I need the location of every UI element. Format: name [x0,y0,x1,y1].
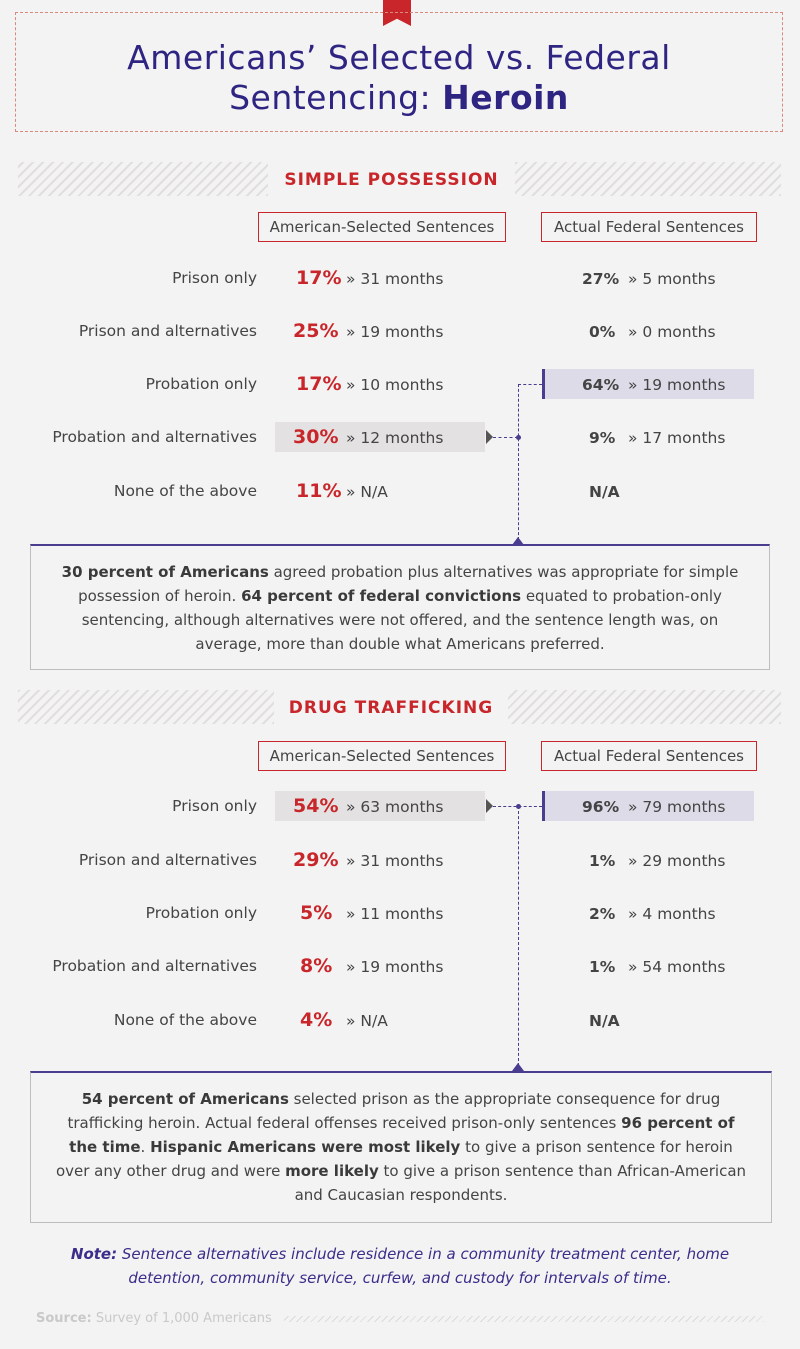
title-drug: Heroin [442,78,569,117]
row-label: Prison only [172,269,257,287]
american-months: » 31 months [346,270,444,288]
federal-percent: 0% [589,323,616,341]
highlight-american-prison-only [275,791,485,821]
row-label: Probation only [145,375,257,393]
federal-months: » 29 months [628,852,726,870]
federal-percent: N/A [589,483,620,501]
callout-bold: 64 percent of federal convictions [241,587,522,605]
callout-text: agreed probation plus alternatives was a… [78,563,739,605]
american-percent: 25% [293,320,339,342]
row-label: Prison and alternatives [78,851,257,869]
header-american-selected: American-Selected Sentences [258,741,506,771]
federal-percent: 64% [582,376,620,394]
title-frame [15,12,783,132]
american-percent: 8% [300,955,333,977]
row-label: None of the above [113,482,257,500]
american-months: » 10 months [346,376,444,394]
row-label: None of the above [113,1011,257,1029]
pointer-notch-icon [486,799,493,813]
federal-percent: 2% [589,905,616,923]
hatch-right [515,162,781,196]
federal-percent: N/A [589,1012,620,1030]
federal-months: » 0 months [628,323,716,341]
header-american-selected: American-Selected Sentences [258,212,506,242]
federal-percent: 1% [589,852,616,870]
federal-months: » 4 months [628,905,716,923]
federal-months: » 17 months [628,429,726,447]
american-percent: 54% [293,795,339,817]
row-label: Probation and alternatives [52,428,257,446]
footnote: Note: Sentence alternatives include resi… [60,1242,740,1290]
callout-text: . [140,1138,151,1156]
source-text: Survey of 1,000 Americans [91,1311,272,1326]
header-actual-federal: Actual Federal Sentences [541,741,757,771]
american-percent: 17% [296,373,342,395]
callout-pointer-icon [512,1063,524,1071]
hatch-right [508,690,781,724]
callout-bold: 96 percent of the time [69,1114,735,1156]
american-months: » 19 months [346,958,444,976]
section-title-simple-possession: SIMPLE POSSESSION [284,170,499,190]
header-actual-federal: Actual Federal Sentences [541,212,757,242]
title-line-2: Sentencing: Heroin [15,78,783,118]
american-percent: 17% [296,267,342,289]
connector-line-vertical [518,384,519,540]
american-months: » 63 months [346,798,444,816]
american-months: » 31 months [346,852,444,870]
callout-pointer-icon [512,537,524,545]
federal-percent: 96% [582,798,620,816]
american-percent: 4% [300,1009,333,1031]
hatch-left [18,162,268,196]
federal-months: » 54 months [628,958,726,976]
federal-percent: 27% [582,270,620,288]
highlight-american-probation-alternatives [275,422,485,452]
source-hatch [284,1316,764,1322]
source-label: Source: [36,1311,92,1326]
american-months: » 12 months [346,429,444,447]
hatch-left [18,690,274,724]
row-label: Prison only [172,797,257,815]
note-text: Sentence alternatives include residence … [117,1245,730,1287]
american-percent: 29% [293,849,339,871]
callout-drug-trafficking: 54 percent of Americans selected prison … [30,1071,772,1223]
callout-text: to give a prison sentence for heroin ove… [55,1138,733,1180]
federal-months: » 19 months [628,376,726,394]
connector-line-vertical [518,806,519,1066]
callout-text: to give a prison sentence than African-A… [294,1162,747,1204]
federal-percent: 1% [589,958,616,976]
american-percent: 11% [296,480,342,502]
callout-bold: more likely [285,1162,379,1180]
american-months: » N/A [346,483,388,501]
federal-percent: 9% [589,429,616,447]
american-percent: 5% [300,902,333,924]
page-title: Americans’ Selected vs. Federal Sentenci… [15,38,783,118]
row-label: Probation and alternatives [52,957,257,975]
federal-months: » 5 months [628,270,716,288]
american-months: » N/A [346,1012,388,1030]
connector-line [493,437,518,438]
american-months: » 19 months [346,323,444,341]
callout-simple-possession: 30 percent of Americans agreed probation… [30,544,770,670]
american-percent: 30% [293,426,339,448]
callout-bold: 30 percent of Americans [61,563,269,581]
title-line-1: Americans’ Selected vs. Federal [127,38,671,77]
federal-months: » 79 months [628,798,726,816]
title-prefix: Sentencing: [229,78,443,117]
highlight-federal-prison-only [542,791,754,821]
callout-bold: 54 percent of Americans [81,1090,289,1108]
highlight-federal-probation-only [542,369,754,399]
section-title-drug-trafficking: DRUG TRAFFICKING [288,698,494,718]
row-label: Probation only [145,904,257,922]
pointer-notch-icon [486,430,493,444]
connector-line-top [518,384,542,385]
callout-text: equated to probation-only sentencing, al… [81,587,722,653]
row-label: Prison and alternatives [78,322,257,340]
american-months: » 11 months [346,905,444,923]
callout-text: selected prison as the appropriate conse… [67,1090,721,1132]
callout-bold: Hispanic Americans were most likely [150,1138,461,1156]
source-line: Source: Survey of 1,000 Americans [36,1311,272,1326]
note-label: Note: [70,1245,118,1263]
